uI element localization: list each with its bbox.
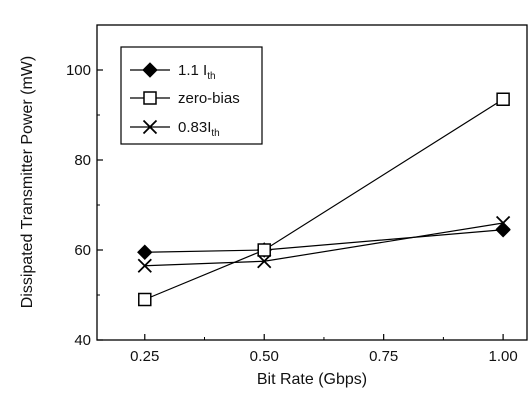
y-tick-label: 80: [74, 152, 91, 169]
legend-label: 0.83Ith: [178, 119, 220, 139]
axis-ticks: [97, 24, 504, 341]
legend-label: zero-bias: [178, 90, 240, 107]
x-tick-label: 0.50: [250, 348, 279, 365]
legend-marker: [142, 62, 158, 78]
x-axis-label: Bit Rate (Gbps): [257, 371, 367, 388]
y-tick-label: 100: [66, 62, 91, 79]
legend-entry-3: 0.83Ith: [130, 119, 220, 139]
data-point-series-3: [495, 215, 511, 231]
data-point-series-3: [137, 258, 152, 273]
y-tick-label: 60: [74, 242, 91, 259]
data-point-series-2: [257, 243, 271, 257]
legend-marker: [143, 91, 157, 105]
data-point-series-2: [138, 292, 152, 307]
legend-label: 1.1 Ith: [178, 62, 216, 82]
data-markers: [137, 92, 511, 307]
legend-marker: [142, 119, 158, 135]
y-axis-label: Dissipated Transmitter Power (mW): [19, 56, 36, 309]
legend-entry-1: 1.1 Ith: [130, 62, 216, 82]
data-point-series-2: [496, 92, 510, 106]
x-tick-label: 0.75: [369, 348, 398, 365]
legend-entry-2: zero-bias: [130, 90, 240, 107]
x-tick-label: 0.25: [130, 348, 159, 365]
tick-labels: 0.25 0.50 0.75 1.00 40 60 80 100: [66, 62, 518, 365]
x-tick-label: 1.00: [489, 348, 518, 365]
plot-area: [96, 24, 528, 341]
data-point-series-1: [495, 222, 511, 238]
y-tick-label: 40: [74, 332, 91, 349]
legend: 1.1 Ith zero-bias 0.83Ith: [120, 46, 263, 145]
data-point-series-3: [257, 254, 272, 269]
data-point-series-1: [137, 244, 153, 260]
series-line-1: [144, 229, 504, 253]
